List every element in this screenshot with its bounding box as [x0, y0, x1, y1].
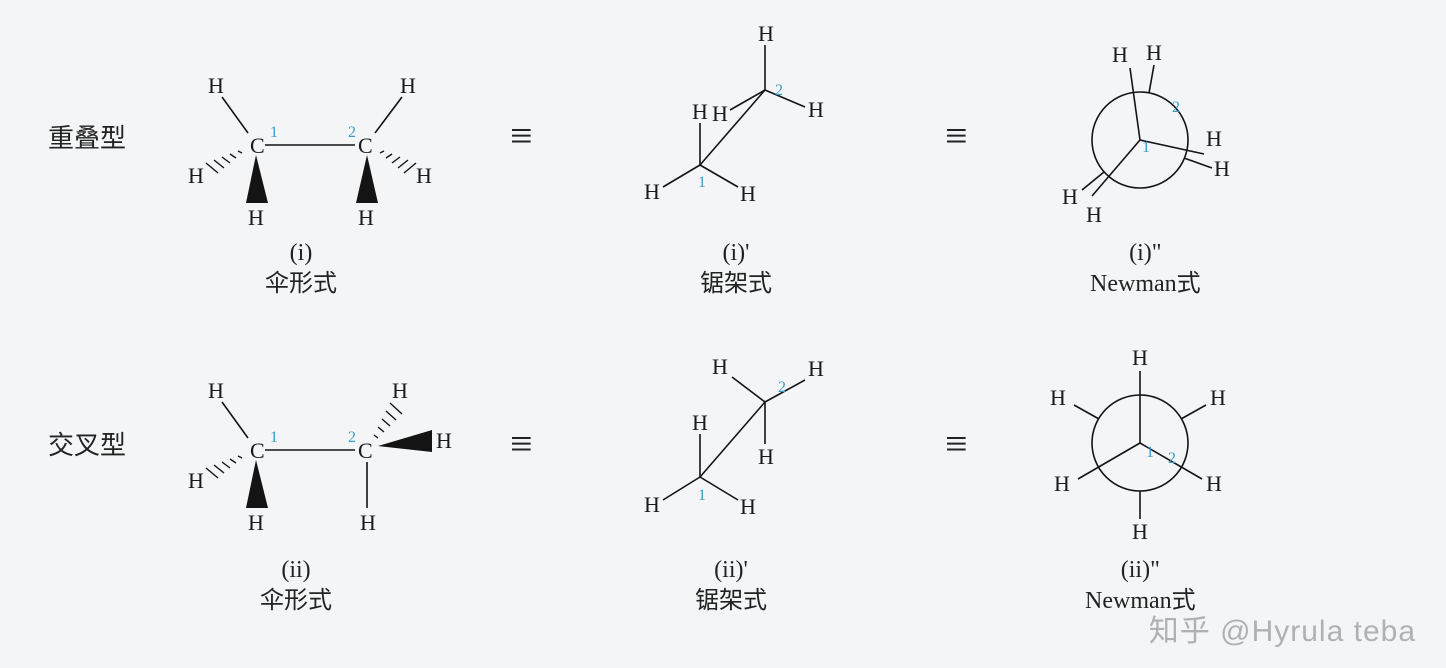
svg-text:1: 1: [1142, 139, 1150, 156]
carbon-index-2: 2: [348, 124, 356, 141]
svg-text:H: H: [1214, 156, 1230, 181]
diagram-sawhorse-eclipsed: H H H 2 H H H 1: [600, 15, 860, 240]
svg-text:1: 1: [1146, 444, 1154, 461]
solid-wedge: [356, 155, 378, 203]
solid-wedge: [246, 155, 268, 203]
svg-text:2: 2: [1168, 450, 1176, 467]
carbon-index-1: 1: [270, 124, 278, 141]
diagram-wedge-staggered: C 1 H H H C 2 H H H: [170, 350, 470, 555]
svg-text:2: 2: [775, 82, 783, 99]
svg-text:H: H: [758, 21, 774, 46]
svg-text:H: H: [1112, 42, 1128, 67]
caption-newman-ii: (ii)" Newman式: [1085, 555, 1196, 617]
svg-text:H: H: [1206, 471, 1222, 496]
svg-text:H: H: [692, 410, 708, 435]
svg-text:H: H: [1132, 519, 1148, 544]
svg-text:H: H: [1210, 385, 1226, 410]
atom-C: C: [358, 133, 373, 158]
atom-H: H: [400, 73, 416, 98]
svg-text:1: 1: [270, 429, 278, 446]
svg-text:H: H: [188, 468, 204, 493]
row-label-staggered: 交叉型: [48, 425, 126, 462]
equiv-symbol: ≡: [510, 112, 533, 159]
caption-sawhorse-ii: (ii)' 锯架式: [695, 555, 767, 617]
svg-text:H: H: [808, 356, 824, 381]
diagram-newman-eclipsed: H H H 2 H H H 1: [1030, 30, 1250, 245]
hashed-bond: [380, 151, 416, 173]
equiv-symbol: ≡: [945, 420, 968, 467]
svg-text:H: H: [1062, 184, 1078, 209]
atom-H: H: [416, 163, 432, 188]
svg-text:H: H: [248, 510, 264, 535]
svg-text:1: 1: [698, 174, 706, 191]
caption-wedge-ii: (ii) 伞形式: [260, 555, 332, 617]
newman-front-bonds: H H H: [1086, 42, 1222, 227]
atom-H: H: [248, 205, 264, 230]
equiv-symbol: ≡: [510, 420, 533, 467]
svg-text:C: C: [358, 438, 373, 463]
newman-back-bonds: H H H: [1062, 40, 1230, 209]
diagram-newman-staggered: H H H 1 H H H 2: [1030, 335, 1250, 555]
diagram-sawhorse-staggered: H H H 2 H H H 1: [600, 322, 860, 547]
row-label-eclipsed: 重叠型: [48, 118, 126, 155]
svg-text:H: H: [808, 97, 824, 122]
atom-H: H: [358, 205, 374, 230]
svg-text:H: H: [1050, 385, 1066, 410]
svg-text:2: 2: [1172, 99, 1180, 116]
hashed-bond: [374, 403, 402, 438]
svg-text:1: 1: [698, 487, 706, 504]
svg-text:H: H: [740, 181, 756, 206]
svg-text:H: H: [1054, 471, 1070, 496]
svg-text:H: H: [1206, 126, 1222, 151]
svg-text:H: H: [712, 101, 728, 126]
svg-text:H: H: [208, 378, 224, 403]
svg-text:H: H: [436, 428, 452, 453]
diagram-wedge-eclipsed: C 1 H H H C 2 H H H: [170, 45, 450, 240]
svg-text:2: 2: [348, 429, 356, 446]
svg-text:H: H: [1086, 202, 1102, 227]
svg-text:H: H: [644, 492, 660, 517]
hashed-bond: [206, 151, 242, 173]
svg-text:H: H: [692, 99, 708, 124]
svg-text:H: H: [758, 444, 774, 469]
equiv-symbol: ≡: [945, 112, 968, 159]
svg-text:H: H: [1146, 40, 1162, 65]
svg-text:H: H: [740, 494, 756, 519]
svg-text:H: H: [712, 354, 728, 379]
atom-H: H: [208, 73, 224, 98]
svg-text:H: H: [1132, 345, 1148, 370]
svg-text:H: H: [360, 510, 376, 535]
atom-H: H: [188, 163, 204, 188]
atom-C: C: [250, 133, 265, 158]
caption-newman-i: (i)" Newman式: [1090, 238, 1201, 300]
caption-sawhorse-i: (i)' 锯架式: [700, 238, 772, 300]
caption-wedge-i: (i) 伞形式: [265, 238, 337, 300]
svg-text:2: 2: [778, 379, 786, 396]
svg-text:H: H: [392, 378, 408, 403]
svg-text:H: H: [644, 179, 660, 204]
hashed-bond: [206, 456, 242, 478]
svg-text:C: C: [250, 438, 265, 463]
